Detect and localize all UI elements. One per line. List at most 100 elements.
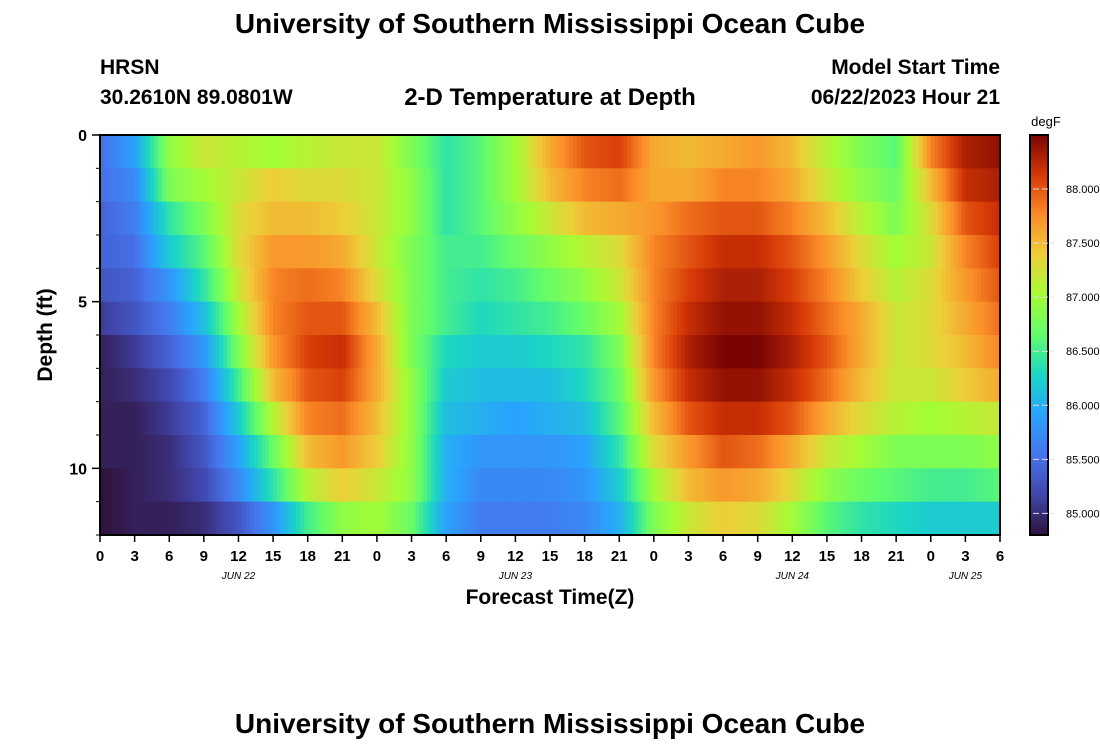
heatmap-cell — [511, 135, 516, 169]
heatmap-cell — [542, 435, 547, 469]
heatmap-cell — [542, 135, 547, 169]
heatmap-cell — [757, 435, 763, 469]
heatmap-cell — [561, 201, 566, 236]
heatmap-cell — [969, 368, 974, 403]
heatmap-cell — [511, 235, 516, 269]
heatmap-cell — [700, 368, 705, 403]
heatmap-cell — [480, 201, 486, 236]
heatmap-cell — [646, 168, 651, 203]
heatmap-cell — [842, 435, 847, 469]
heatmap-cell — [153, 235, 159, 269]
heatmap-cell — [896, 168, 901, 203]
heatmap-cell — [565, 501, 570, 535]
heatmap-cell — [261, 501, 266, 535]
heatmap-cell — [696, 268, 701, 303]
heatmap-cell — [611, 201, 616, 236]
heatmap-cell — [496, 368, 501, 403]
heatmap-cell — [153, 168, 159, 203]
heatmap-cell — [553, 135, 559, 169]
heatmap-cell — [165, 201, 170, 236]
heatmap-cell — [250, 335, 255, 369]
heatmap-cell — [753, 135, 759, 169]
heatmap-cell — [488, 235, 493, 269]
heatmap-area — [100, 135, 1000, 535]
heatmap-cell — [715, 168, 720, 203]
heatmap-cell — [773, 501, 778, 535]
heatmap-cell — [742, 401, 747, 436]
heatmap-cell — [276, 268, 282, 303]
heatmap-cell — [923, 168, 928, 203]
heatmap-cell — [342, 201, 347, 236]
heatmap-cell — [700, 168, 705, 203]
heatmap-cell — [207, 468, 213, 503]
heatmap-cell — [911, 168, 916, 203]
heatmap-cell — [165, 235, 170, 269]
heatmap-cell — [619, 468, 624, 503]
heatmap-cell — [711, 368, 716, 403]
heatmap-cell — [507, 135, 513, 169]
heatmap-cell — [861, 335, 866, 369]
heatmap-cell — [250, 301, 255, 336]
heatmap-cell — [138, 468, 143, 503]
heatmap-cell — [411, 301, 416, 336]
heatmap-cell — [138, 235, 143, 269]
heatmap-cell — [173, 368, 178, 403]
heatmap-cell — [780, 235, 786, 269]
heatmap-cell — [115, 401, 120, 436]
heatmap-cell — [584, 268, 590, 303]
heatmap-cell — [407, 268, 413, 303]
heatmap-cell — [230, 301, 236, 336]
heatmap-cell — [469, 301, 474, 336]
heatmap-cell — [450, 135, 455, 169]
heatmap-cell — [646, 268, 651, 303]
heatmap-cell — [480, 435, 486, 469]
heatmap-cell — [134, 468, 140, 503]
heatmap-cell — [930, 368, 936, 403]
heatmap-cell — [903, 201, 909, 236]
heatmap-cell — [619, 401, 624, 436]
heatmap-cell — [888, 501, 893, 535]
heatmap-cell — [334, 468, 340, 503]
heatmap-cell — [926, 401, 932, 436]
heatmap-cell — [257, 501, 263, 535]
heatmap-cell — [373, 301, 378, 336]
heatmap-cell — [223, 501, 228, 535]
heatmap-cell — [311, 401, 316, 436]
heatmap-cell — [865, 335, 870, 369]
heatmap-cell — [634, 401, 640, 436]
heatmap-cell — [430, 201, 436, 236]
heatmap-cell — [953, 401, 959, 436]
heatmap-cell — [461, 501, 466, 535]
heatmap-cell — [573, 368, 578, 403]
heatmap-cell — [200, 368, 205, 403]
heatmap-cell — [169, 235, 174, 269]
heatmap-cell — [353, 401, 359, 436]
heatmap-cell — [450, 401, 455, 436]
heatmap-cell — [169, 268, 174, 303]
heatmap-cell — [465, 335, 470, 369]
heatmap-cell — [730, 501, 736, 535]
heatmap-cell — [353, 301, 359, 336]
heatmap-cell — [230, 335, 236, 369]
heatmap-cell — [869, 135, 874, 169]
heatmap-cell — [226, 201, 232, 236]
heatmap-cell — [303, 168, 309, 203]
heatmap-cell — [638, 135, 643, 169]
heatmap-cell — [538, 268, 543, 303]
heatmap-cell — [203, 135, 209, 169]
heatmap-cell — [980, 401, 986, 436]
heatmap-cell — [915, 168, 920, 203]
heatmap-cell — [503, 501, 509, 535]
heatmap-cell — [176, 168, 182, 203]
heatmap-cell — [546, 201, 551, 236]
heatmap-cell — [838, 368, 843, 403]
heatmap-cell — [576, 401, 582, 436]
heatmap-cell — [607, 401, 613, 436]
heatmap-cell — [907, 235, 913, 269]
heatmap-cell — [896, 235, 901, 269]
heatmap-cell — [180, 435, 186, 469]
heatmap-cell — [592, 268, 597, 303]
heatmap-cell — [403, 268, 409, 303]
heatmap-cell — [119, 168, 124, 203]
heatmap-cell — [146, 335, 151, 369]
